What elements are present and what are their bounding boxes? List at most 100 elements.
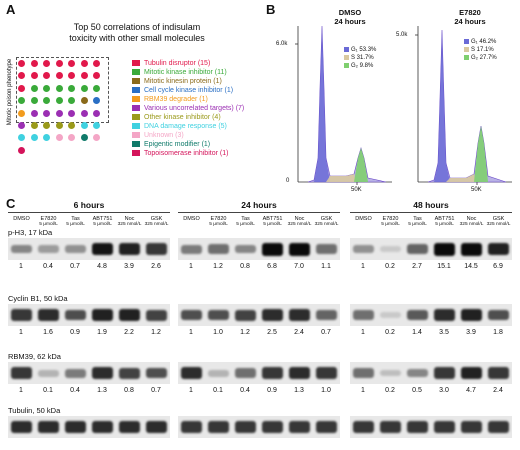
stat-label: G₁ 46.2%: [471, 39, 497, 45]
category-dot: [93, 134, 100, 142]
lane-dose: 5 μmol/L: [39, 222, 58, 227]
blot-band: [316, 310, 337, 320]
stat-label: S 31.7%: [351, 55, 374, 61]
blot-band: [289, 421, 310, 433]
category-dot: [30, 72, 38, 80]
category-dot: [55, 84, 63, 92]
blot-band: [11, 367, 32, 379]
blot-band: [119, 308, 140, 322]
category-dot: [80, 72, 88, 80]
panel-label-c: C: [6, 196, 16, 211]
legend-item: Tubulin disruptor (15): [132, 60, 210, 68]
histogram-title-line2: 24 hours: [454, 17, 486, 26]
lane-label: E7820 5 μmol/L: [205, 216, 232, 228]
legend-label: Other kinase inhibitor (4): [144, 114, 221, 121]
category-dot: [68, 84, 75, 92]
lane-dose: 5 μmol/L: [236, 222, 255, 227]
quantification-value: 0.2: [385, 263, 395, 270]
legend-label: Mitotic kinesin protein (1): [144, 78, 222, 85]
stat-swatch: [344, 46, 349, 52]
quantification-value: 0.9: [267, 387, 277, 394]
quantification-value: 1.9: [97, 329, 107, 336]
lane-label: DMSO: [8, 216, 35, 222]
legend-item: RBM39 degrader (1): [132, 96, 208, 104]
blot-band: [353, 368, 374, 378]
lane-name: DMSO: [355, 216, 372, 222]
lane-name: Noc: [124, 216, 135, 222]
quantification-value: 15.1: [437, 263, 451, 270]
blot-band: [208, 421, 229, 433]
blot-band: [461, 308, 482, 322]
blot-band: [316, 244, 337, 254]
blot-band: [380, 421, 401, 433]
histogram-e7820: E7820 24 hours 5.0k 50K G₁ 46.2% S 17.1% G…: [396, 8, 514, 193]
legend-item: Mitotic kinesin protein (1): [132, 78, 222, 86]
lane-dose: 5 μmol/L: [66, 222, 85, 227]
lane-label: Noc 325 nmol/L: [116, 216, 143, 228]
blot-band: [146, 367, 167, 379]
lane-name: GSK: [320, 216, 333, 222]
timepoint-label: 48 hours: [413, 200, 449, 210]
quantification-value: 6.9: [493, 263, 503, 270]
blot-band: [65, 309, 86, 321]
blot-band: [119, 242, 140, 256]
lane-name: DMSO: [183, 216, 200, 222]
lane-name: Tas: [413, 216, 422, 222]
category-dot: [18, 84, 25, 92]
lane-name: GSK: [150, 216, 163, 222]
quantification-value: 1.2: [151, 329, 161, 336]
histogram-title-line2: 24 hours: [334, 17, 366, 26]
histogram-title: E7820 24 hours: [426, 8, 514, 26]
quantification-value: 1.0: [321, 387, 331, 394]
legend-label: RBM39 degrader (1): [144, 96, 208, 103]
blot-band: [119, 421, 140, 433]
lane-label: GSK 325 nmol/L: [313, 216, 340, 228]
quantification-value: 0.4: [70, 387, 80, 394]
category-dot: [68, 134, 75, 142]
mitotic-poison-box: [16, 57, 109, 123]
blot-band: [208, 309, 229, 321]
blot-band: [262, 367, 283, 379]
category-dot: [93, 122, 100, 129]
category-dot: [93, 97, 100, 105]
blot-band: [461, 242, 482, 256]
quantification-value: 1.6: [43, 329, 53, 336]
category-dot: [18, 60, 25, 67]
blot-band: [407, 244, 428, 254]
blot-band: [488, 309, 509, 321]
stat-label: G₁ 53.3%: [351, 47, 377, 53]
lane-name: GSK: [492, 216, 505, 222]
lane-name: Tas: [71, 216, 80, 222]
category-dot: [80, 109, 88, 117]
lane-name: ABT751: [434, 216, 455, 222]
blot-band: [262, 242, 283, 256]
quantification-value: 1: [19, 263, 23, 270]
category-dot: [30, 60, 38, 67]
legend-swatch: [132, 60, 140, 67]
legend-swatch: [132, 132, 140, 139]
histogram-title: DMSO 24 hours: [306, 8, 394, 26]
quantification-value: 1: [361, 263, 365, 270]
blot-band: [434, 242, 455, 256]
stat-swatch: [344, 54, 349, 60]
category-dot: [30, 109, 38, 117]
histogram-title-line1: E7820: [459, 8, 481, 17]
blot-band: [461, 366, 482, 380]
category-dot: [43, 109, 50, 117]
timepoint-label: 24 hours: [241, 200, 277, 210]
category-dot: [80, 60, 88, 67]
quantification-value: 1: [361, 387, 365, 394]
blot-band: [235, 309, 256, 321]
quantification-value: 0.1: [43, 387, 53, 394]
phenotype-side-label-text: Mitotic poison phenotype: [7, 58, 13, 126]
category-dot: [93, 60, 100, 67]
panel-a-title: Top 50 correlations of indisulam toxicit…: [22, 22, 252, 44]
lane-label: E7820 5 μmol/L: [35, 216, 62, 228]
lane-dose: 325 nmol/L: [117, 222, 142, 227]
category-dot: [80, 97, 88, 105]
blot-band: [488, 421, 509, 433]
blot-band: [289, 367, 310, 379]
quantification-value: 6.8: [267, 263, 277, 270]
blot-band: [380, 245, 401, 253]
legend-swatch: [132, 123, 140, 130]
